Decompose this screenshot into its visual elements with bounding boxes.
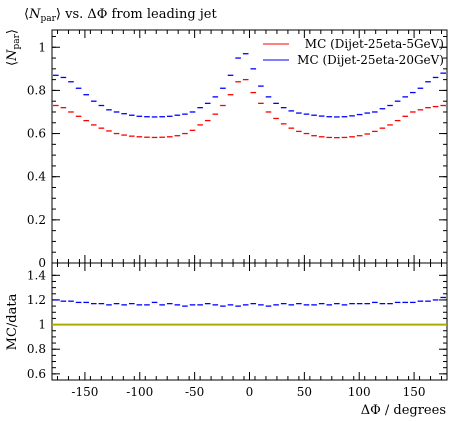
ratio-y-axis: 0.6 0.8 1 1.2 1.4: [27, 268, 447, 381]
x-tick-label: -100: [126, 385, 153, 399]
ratio-y-axis-label: MC/data: [5, 293, 20, 350]
ratio-series-group: [53, 296, 446, 307]
ratio-y-tick-label: 1.2: [27, 293, 46, 307]
main-y-tick-label: 0.2: [27, 213, 46, 227]
legend-label-red: MC (Dijet-25eta-5GeV): [305, 37, 444, 51]
main-y-axis-label: ⟨Npar⟩: [5, 29, 22, 66]
ratio-plot-frame: [51, 262, 448, 381]
main-y-tick-label: 0.4: [27, 170, 46, 184]
legend-label-blue: MC (Dijet-25eta-20GeV): [297, 53, 444, 67]
legend: MC (Dijet-25eta-5GeV) MC (Dijet-25eta-20…: [263, 37, 444, 67]
x-axis-label: ΔΦ / degrees: [361, 403, 446, 418]
ratio-y-tick-label: 0.8: [27, 342, 46, 356]
x-tick-label: 150: [403, 385, 426, 399]
main-series-group: [53, 53, 446, 139]
main-y-tick-label: 1: [38, 40, 46, 54]
main-y-tick-label: 0.8: [27, 83, 46, 97]
ratio-y-tick-label: 1: [38, 318, 46, 332]
x-tick-label: 0: [246, 385, 254, 399]
x-tick-label: -150: [71, 385, 98, 399]
x-tick-label: -50: [185, 385, 204, 399]
x-tick-label: 50: [297, 385, 312, 399]
ratio-y-tick-label: 0.6: [27, 367, 46, 381]
chart-title: ⟨Npar⟩ vs. ΔΦ from leading jet: [24, 7, 218, 24]
x-tick-label: 100: [348, 385, 371, 399]
main-y-tick-label: 0: [38, 256, 46, 270]
main-y-tick-label: 0.6: [27, 127, 46, 141]
x-axis: -150 -100 -50 0 50 100 150: [56, 30, 443, 399]
main-y-axis: 0 0.2 0.4 0.6 0.8 1: [27, 35, 447, 270]
ratio-y-tick-label: 1.4: [27, 268, 46, 282]
